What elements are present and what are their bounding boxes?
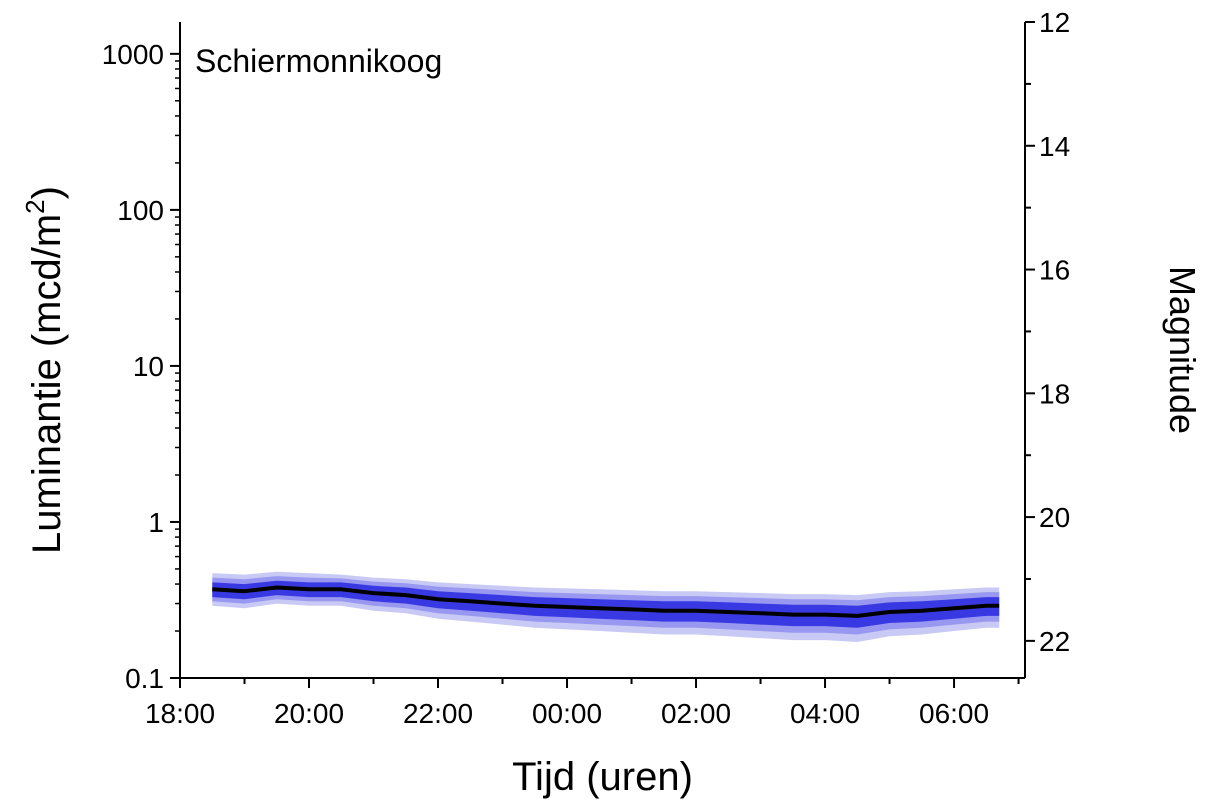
y2-tick-label: 18 — [1039, 378, 1070, 409]
y2-tick-label: 16 — [1039, 255, 1070, 286]
y-axis-title-sup: 2 — [20, 199, 50, 213]
y-axis-title-close: ) — [25, 186, 69, 199]
y-tick-label: 1 — [148, 507, 164, 538]
x-tick-label: 02:00 — [661, 698, 731, 729]
x-ticks: 18:00 20:00 22:00 00:00 02:00 04:00 06:00 — [145, 678, 1020, 729]
x-axis-title: Tijd (uren) — [512, 755, 693, 799]
y-tick-label: 0.1 — [125, 663, 164, 694]
x-tick-label: 20:00 — [274, 698, 344, 729]
x-tick-label: 06:00 — [919, 698, 989, 729]
y2-tick-label: 12 — [1039, 7, 1070, 38]
x-tick-label: 18:00 — [145, 698, 215, 729]
x-tick-label: 04:00 — [790, 698, 860, 729]
x-tick-label: 00:00 — [532, 698, 602, 729]
y-ticks: 0.1 1 10 100 1000 — [102, 39, 180, 694]
median-line — [212, 585, 1000, 618]
chart-annotation: Schiermonnikoog — [195, 43, 442, 79]
y2-tick-label: 14 — [1039, 131, 1070, 162]
y2-tick-label: 20 — [1039, 502, 1070, 533]
y-axis-title: Luminantie (mcd/m2) — [20, 186, 69, 554]
y-axis-title-main: Luminantie (mcd/m — [25, 214, 69, 554]
y2-ticks: 12 14 16 18 20 22 — [1025, 7, 1070, 657]
y2-axis-title: Magnitude — [1162, 266, 1203, 434]
x-tick-label: 22:00 — [403, 698, 473, 729]
y-tick-label: 10 — [133, 351, 164, 382]
y-tick-label: 1000 — [102, 39, 164, 70]
y2-tick-label: 22 — [1039, 626, 1070, 657]
y-tick-label: 100 — [117, 195, 164, 226]
